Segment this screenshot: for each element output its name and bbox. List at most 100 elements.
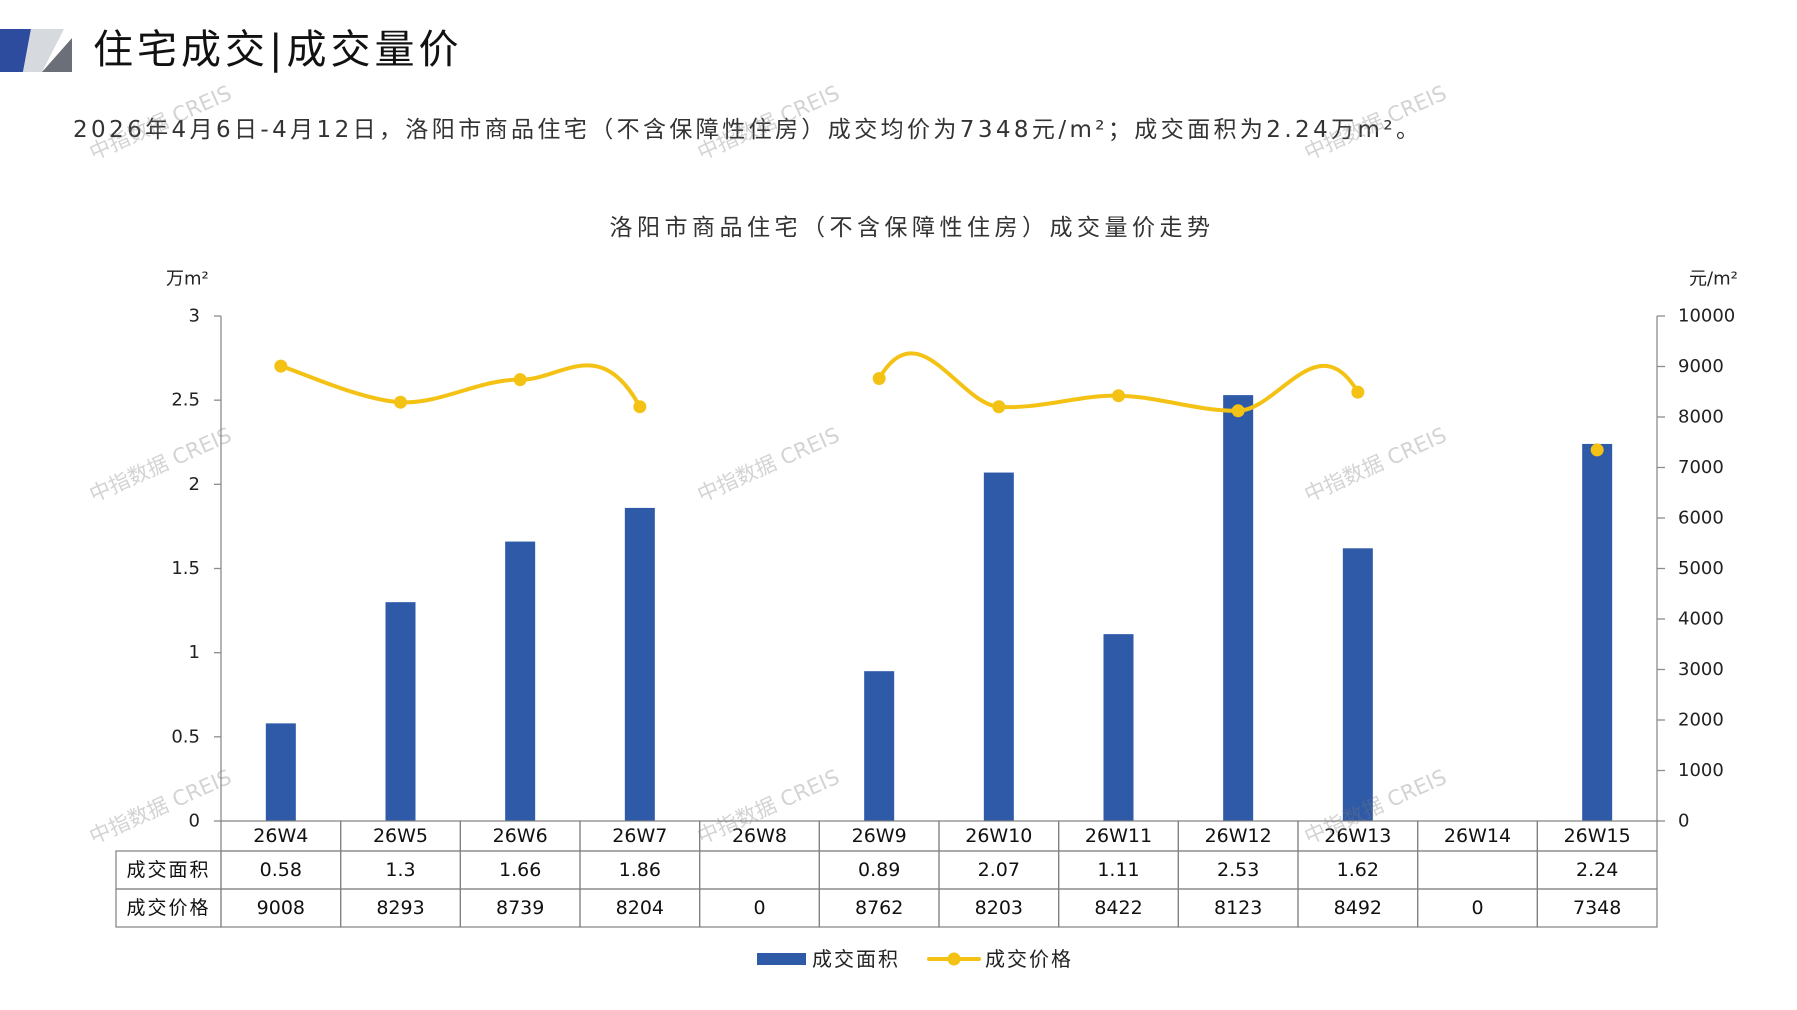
area-value-26w7: 1.86 bbox=[619, 859, 661, 881]
area-value-26w5: 1.3 bbox=[385, 859, 415, 881]
price-value-26w12: 8123 bbox=[1214, 897, 1262, 919]
price-marker-26w11 bbox=[1112, 389, 1125, 403]
price-marker-26w5 bbox=[394, 395, 407, 409]
bar-26w11 bbox=[1103, 634, 1134, 821]
bar-26w7 bbox=[624, 507, 655, 821]
bar-26w5 bbox=[385, 602, 416, 821]
price-value-26w5: 8293 bbox=[376, 897, 424, 919]
category-label: 26W14 bbox=[1444, 825, 1511, 847]
category-label: 26W4 bbox=[253, 825, 308, 847]
price-value-26w14: 0 bbox=[1471, 897, 1483, 919]
table-row-label: 成交价格 bbox=[126, 897, 210, 919]
price-value-26w7: 8204 bbox=[616, 897, 664, 919]
right-axis-tick-label: 4000 bbox=[1678, 609, 1724, 630]
area-value-26w13: 1.62 bbox=[1337, 859, 1379, 881]
price-value-26w6: 8739 bbox=[496, 897, 544, 919]
left-axis-tick-label: 0 bbox=[189, 811, 200, 832]
right-axis-tick-label: 6000 bbox=[1678, 508, 1724, 529]
right-axis-tick-label: 10000 bbox=[1678, 306, 1735, 327]
line-series-price bbox=[274, 351, 1604, 457]
right-axis-tick-label: 7000 bbox=[1678, 457, 1724, 478]
area-value-26w6: 1.66 bbox=[499, 859, 541, 881]
bar-26w6 bbox=[505, 541, 536, 821]
price-marker-26w6 bbox=[513, 373, 527, 387]
price-marker-26w15 bbox=[1590, 443, 1604, 457]
left-axis-tick-label: 0.5 bbox=[171, 726, 200, 747]
price-value-26w9: 8762 bbox=[855, 897, 903, 919]
price-marker-26w13 bbox=[1351, 385, 1365, 399]
table-cell bbox=[1417, 850, 1538, 890]
data-table: 26W4 26W5 26W6 26W7 26W8 26W9 26W10 26W11 26W12 2… bbox=[115, 820, 1658, 928]
price-value-26w15: 7348 bbox=[1573, 897, 1621, 919]
table-cell bbox=[699, 850, 820, 890]
table-cell bbox=[1536, 888, 1658, 928]
category-label: 26W9 bbox=[852, 825, 907, 847]
right-axis-tick-label: 8000 bbox=[1678, 407, 1724, 428]
left-axis-tick-label: 2 bbox=[189, 474, 200, 495]
bar-26w10 bbox=[983, 472, 1014, 821]
legend-item-price: 成交价格 bbox=[927, 947, 1073, 971]
right-axis-tick-label: 3000 bbox=[1678, 659, 1724, 680]
right-axis-tick-label: 1000 bbox=[1678, 760, 1724, 781]
area-value-26w10: 2.07 bbox=[978, 859, 1020, 881]
category-label: 26W5 bbox=[373, 825, 428, 847]
bar-26w15 bbox=[1582, 443, 1613, 821]
bar-26w9 bbox=[864, 671, 895, 821]
left-axis-tick-label: 1 bbox=[189, 642, 200, 663]
legend-label-price: 成交价格 bbox=[985, 947, 1073, 971]
right-axis-tick-label: 9000 bbox=[1678, 356, 1724, 377]
right-axis-tick-label: 5000 bbox=[1678, 558, 1724, 579]
bar-26w12 bbox=[1223, 395, 1254, 821]
category-label: 26W8 bbox=[732, 825, 787, 847]
summary-text: 2026年4月6日-4月12日，洛阳市商品住宅（不含保障性住房）成交均价为734… bbox=[73, 117, 1423, 143]
right-axis-tick-label: 0 bbox=[1678, 811, 1689, 832]
price-marker-26w12 bbox=[1231, 404, 1245, 418]
page-title: 住宅成交|成交量价 bbox=[93, 27, 463, 73]
legend-label-area: 成交面积 bbox=[812, 947, 900, 971]
axes: 0 0.5 1 1.5 2 2.5 3 0 1000 2000 3000 4000 5000 6000 70… bbox=[171, 306, 1735, 832]
price-line bbox=[278, 363, 642, 409]
bar-26w4 bbox=[265, 723, 296, 821]
price-value-26w8: 0 bbox=[753, 897, 765, 919]
category-label: 26W13 bbox=[1324, 825, 1391, 847]
price-marker-26w10 bbox=[992, 400, 1006, 414]
area-value-26w15: 2.24 bbox=[1576, 859, 1618, 881]
category-label: 26W12 bbox=[1205, 825, 1272, 847]
chart-title: 洛阳市商品住宅（不含保障性住房）成交量价走势 bbox=[610, 215, 1215, 241]
left-axis-unit: 万m² bbox=[166, 269, 209, 290]
bar-series-area bbox=[265, 395, 1613, 821]
bar-26w13 bbox=[1342, 548, 1373, 821]
price-marker-26w9 bbox=[872, 372, 886, 386]
area-value-26w9: 0.89 bbox=[858, 859, 900, 881]
legend: 成交面积 成交价格 bbox=[757, 947, 1073, 971]
category-label: 26W15 bbox=[1564, 825, 1631, 847]
legend-swatch-marker bbox=[947, 952, 961, 966]
category-label: 26W10 bbox=[965, 825, 1032, 847]
logo-dark-shape bbox=[42, 38, 72, 72]
price-value-26w11: 8422 bbox=[1094, 897, 1142, 919]
area-value-26w4: 0.58 bbox=[260, 859, 302, 881]
area-value-26w12: 2.53 bbox=[1217, 859, 1259, 881]
price-value-26w13: 8492 bbox=[1334, 897, 1382, 919]
left-axis-tick-label: 3 bbox=[189, 306, 200, 327]
area-value-26w11: 1.11 bbox=[1097, 859, 1139, 881]
legend-swatch-bar bbox=[757, 953, 806, 965]
price-marker-26w4 bbox=[274, 359, 288, 373]
legend-item-area: 成交面积 bbox=[757, 947, 900, 971]
category-label: 26W7 bbox=[612, 825, 667, 847]
logo-mark bbox=[0, 29, 72, 72]
category-label: 26W11 bbox=[1085, 825, 1152, 847]
logo-light-shape bbox=[23, 29, 64, 72]
left-axis-tick-label: 1.5 bbox=[171, 558, 200, 579]
table-row-label: 成交面积 bbox=[126, 859, 210, 881]
left-axis-tick-label: 2.5 bbox=[171, 390, 200, 411]
right-axis-unit: 元/m² bbox=[1689, 269, 1738, 290]
price-marker-26w7 bbox=[633, 400, 647, 414]
right-axis-tick-label: 2000 bbox=[1678, 710, 1724, 731]
price-value-26w10: 8203 bbox=[975, 897, 1023, 919]
category-label: 26W6 bbox=[493, 825, 548, 847]
logo-blue-shape bbox=[0, 29, 31, 72]
price-value-26w4: 9008 bbox=[257, 897, 305, 919]
